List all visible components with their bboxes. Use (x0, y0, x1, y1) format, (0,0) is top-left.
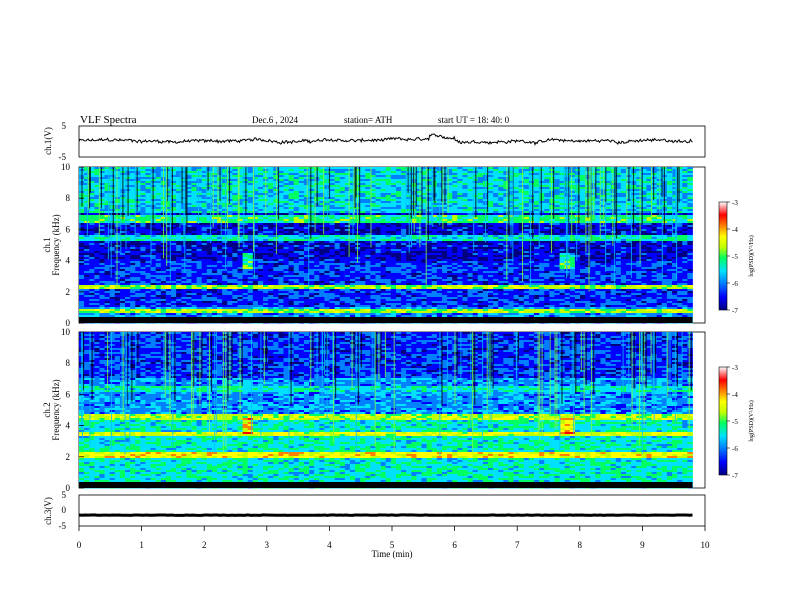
colorbar-tick-label: -4 (732, 226, 738, 234)
time-tick-label: 0 (77, 540, 82, 550)
time-tick-label: 10 (701, 540, 711, 550)
ch3-ytick-top: 5 (62, 490, 67, 500)
colorbar-tick-label: -4 (732, 391, 738, 399)
ch1-spectrogram-panel: 0 2 4 6 8 10 ch.1 Frequency (kHz) (42, 162, 706, 328)
spec-ytick-label: 2 (66, 287, 71, 297)
colorbar-tick-label: -5 (732, 418, 738, 426)
time-tick-label: 6 (452, 540, 457, 550)
ch2-spec-ylabel-line1: ch.2 (42, 402, 52, 417)
ch1-ylabel: ch.1(V) (43, 127, 53, 155)
start-time-label: start UT = 18: 40: 0 (438, 115, 510, 125)
ch1-colorbar: -3 -4 -5 -6 -7 log(PSD)(V²/Hz) (718, 199, 755, 315)
colorbar-tick-label: -7 (732, 307, 738, 315)
spec-ytick-label: 2 (66, 452, 71, 462)
spec-ytick-label: 10 (61, 162, 71, 172)
figure-title: VLF Spectra (80, 114, 137, 126)
ch1-waveform-trace (78, 133, 693, 146)
ch1-spectrogram-image (79, 167, 693, 324)
spec-ytick-label: 6 (66, 389, 71, 399)
ch1-ytick-bottom: -5 (59, 152, 67, 162)
time-tick-label: 5 (390, 540, 395, 550)
spec-ytick-label: 6 (66, 224, 71, 234)
colorbar-tick-label: -7 (732, 472, 738, 480)
ch1-spec-ylabel-line2: Frequency (kHz) (51, 214, 61, 275)
colorbar-gradient (718, 366, 728, 476)
station-label: station= ATH (344, 115, 393, 125)
spec-ytick-label: 4 (66, 421, 71, 431)
spec-ytick-label: 8 (66, 193, 71, 203)
ch3-ylabel: ch.3(V) (43, 497, 53, 525)
time-tick-label: 9 (640, 540, 645, 550)
time-tick-label: 4 (327, 540, 332, 550)
date-label: Dec.6 , 2024 (252, 115, 298, 125)
spec-ytick-label: 8 (66, 358, 71, 368)
spec-ytick-label: 4 (66, 256, 71, 266)
ch1-waveform-panel: 5 -5 ch.1(V) (43, 121, 706, 162)
ch2-colorbar: -3 -4 -5 -6 -7 log(PSD)(V²/Hz) (718, 364, 755, 480)
colorbar-gradient (718, 201, 728, 311)
time-axis: 0 1 2 3 4 5 6 7 8 9 10 (77, 526, 710, 550)
ch3-ytick-middle: 0 (62, 505, 67, 515)
time-tick-label: 1 (139, 540, 144, 550)
colorbar-tick-label: -3 (732, 199, 738, 207)
ch3-waveform-panel: 5 0 -5 ch.3(V) (43, 490, 706, 531)
colorbar-label: log(PSD)(V²/Hz) (748, 235, 755, 276)
ch1-ytick-top: 5 (62, 121, 67, 131)
time-tick-label: 2 (202, 540, 207, 550)
time-tick-label: 7 (515, 540, 520, 550)
spec-ytick-label: 0 (66, 483, 71, 493)
ch3-waveform-trace (78, 513, 693, 517)
ch2-spec-ylabel-line2: Frequency (kHz) (51, 379, 61, 440)
time-tick-label: 3 (265, 540, 270, 550)
colorbar-tick-label: -3 (732, 364, 738, 372)
colorbar-tick-label: -5 (732, 253, 738, 261)
spec-ytick-label: 0 (66, 318, 71, 328)
colorbar-label: log(PSD)(V²/Hz) (748, 400, 755, 441)
ch1-spec-ylabel-line1: ch.1 (42, 237, 52, 252)
spec-ytick-label: 10 (61, 327, 71, 337)
ch2-spectrogram-image (79, 332, 693, 489)
colorbar-tick-label: -6 (732, 445, 738, 453)
time-axis-label: Time (min) (372, 549, 413, 559)
ch3-ytick-bottom: -5 (59, 521, 67, 531)
time-tick-label: 8 (578, 540, 583, 550)
colorbar-tick-label: -6 (732, 280, 738, 288)
ch2-spectrogram-panel: 0 2 4 6 8 10 ch.2 Frequency (kHz) (42, 327, 706, 493)
